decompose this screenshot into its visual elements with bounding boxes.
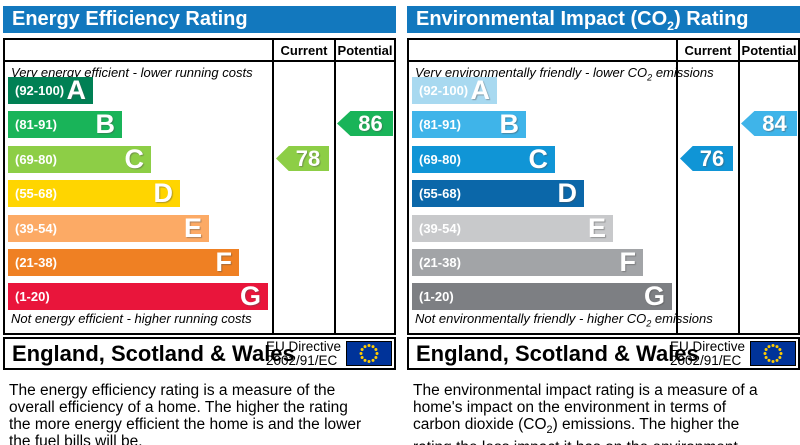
band-c-range: (69-80) [419,151,461,167]
band-b-letter: B [499,109,520,140]
band-g-letter: G [239,281,261,312]
band-a-range: (92-100) [15,83,65,98]
band-a-range: (92-100) [419,83,469,98]
eu-directive-label: EU Directive 2002/91/EC [266,339,342,368]
eu-directive-label: EU Directive 2002/91/EC [670,339,746,368]
environmental-chart-box: Current Potential Very environmentally f… [407,38,800,335]
energy-bands: (92-100) A (81-91) B (69-80) C (55-68) D [8,77,268,318]
environmental-bands: (92-100) A (81-91) B (69-80) C (55-68) D [412,77,672,318]
environmental-panel-title: Environmental Impact (CO2) Rating [407,6,800,33]
potential-column-header: Potential [337,43,393,58]
band-c-letter: C [124,143,145,174]
title-text-suffix: ) Rating [674,8,749,30]
band-f-range: (21-38) [419,254,461,270]
energy-chart-box: Current Potential Very energy efficient … [3,38,396,335]
band-g-range: (1-20) [15,289,50,305]
band-e-letter: E [183,212,202,243]
current-rating-arrow: 76 [680,146,733,171]
eu-flag-icon [750,341,796,366]
top-note: Very energy efficient - lower running co… [11,65,253,80]
band-d-range: (55-68) [15,186,57,202]
current-rating-arrow: 78 [276,146,329,171]
band-d-letter: D [153,178,174,209]
environmental-description: The environmental impact rating is a mea… [413,382,758,445]
current-rating-value: 76 [699,145,725,171]
band-f-letter: F [215,246,233,277]
region-label: England, Scotland & Wales [416,341,699,366]
band-a-letter: A [470,75,491,105]
band-f-letter: F [619,246,637,277]
band-d-range: (55-68) [419,186,461,202]
band-b-range: (81-91) [15,117,57,133]
header-row-divider [5,60,394,62]
potential-rating-value: 84 [762,110,787,136]
band-g-range: (1-20) [419,289,454,305]
header-row-divider [409,60,798,62]
band-d-letter: D [557,178,578,209]
band-c: (69-80) C [8,143,151,174]
band-d: (55-68) D [412,178,584,209]
energy-panel-title: Energy Efficiency Rating [3,6,396,33]
title-text: Energy Efficiency Rating [12,8,248,30]
band-b: (81-91) B [412,109,526,140]
region-label: England, Scotland & Wales [12,341,295,366]
potential-column-divider [738,40,740,333]
current-column-divider [676,40,678,333]
band-e: (39-54) E [412,212,613,243]
band-e-range: (39-54) [15,220,57,236]
band-a: (92-100) A [412,77,497,104]
title-subscript: 2 [667,19,675,33]
environmental-impact-panel: Environmental Impact (CO2) Rating Curren… [407,0,800,445]
bottom-note: Not energy efficient - higher running co… [11,311,252,327]
band-f: (21-38) F [412,246,643,277]
band-f-range: (21-38) [15,254,57,270]
potential-column-header: Potential [741,43,797,58]
potential-rating-arrow: 86 [337,111,393,136]
band-e-letter: E [587,212,606,243]
band-e: (39-54) E [8,212,209,243]
current-rating-value: 78 [295,145,321,171]
energy-efficiency-panel: Energy Efficiency Rating Current Potenti… [3,0,396,445]
bottom-note: Not environmentally friendly - higher CO… [415,311,713,329]
potential-column-divider [334,40,336,333]
band-c: (69-80) C [412,143,555,174]
band-d: (55-68) D [8,178,180,209]
environmental-footer: England, Scotland & Wales EU Directive 2… [407,337,800,370]
band-g: (1-20) G [412,281,672,312]
current-column-header: Current [684,43,732,58]
title-text: Environmental Impact (CO [416,8,668,30]
band-f: (21-38) F [8,246,239,277]
current-column-divider [272,40,274,333]
energy-description: The energy efficiency rating is a measur… [9,382,362,445]
current-column-header: Current [280,43,328,58]
band-b-range: (81-91) [419,117,461,133]
band-b-letter: B [95,109,116,140]
band-g: (1-20) G [8,281,268,312]
band-a-letter: A [66,75,87,105]
band-e-range: (39-54) [419,220,461,236]
band-a: (92-100) A [8,77,93,104]
band-c-letter: C [528,143,549,174]
potential-rating-arrow: 84 [741,111,797,136]
band-c-range: (69-80) [15,151,57,167]
potential-rating-value: 86 [358,110,383,136]
band-g-letter: G [643,281,665,312]
eu-flag-icon [346,341,392,366]
energy-footer: England, Scotland & Wales EU Directive 2… [3,337,396,370]
band-b: (81-91) B [8,109,122,140]
top-note: Very environmentally friendly - lower CO… [415,65,714,83]
